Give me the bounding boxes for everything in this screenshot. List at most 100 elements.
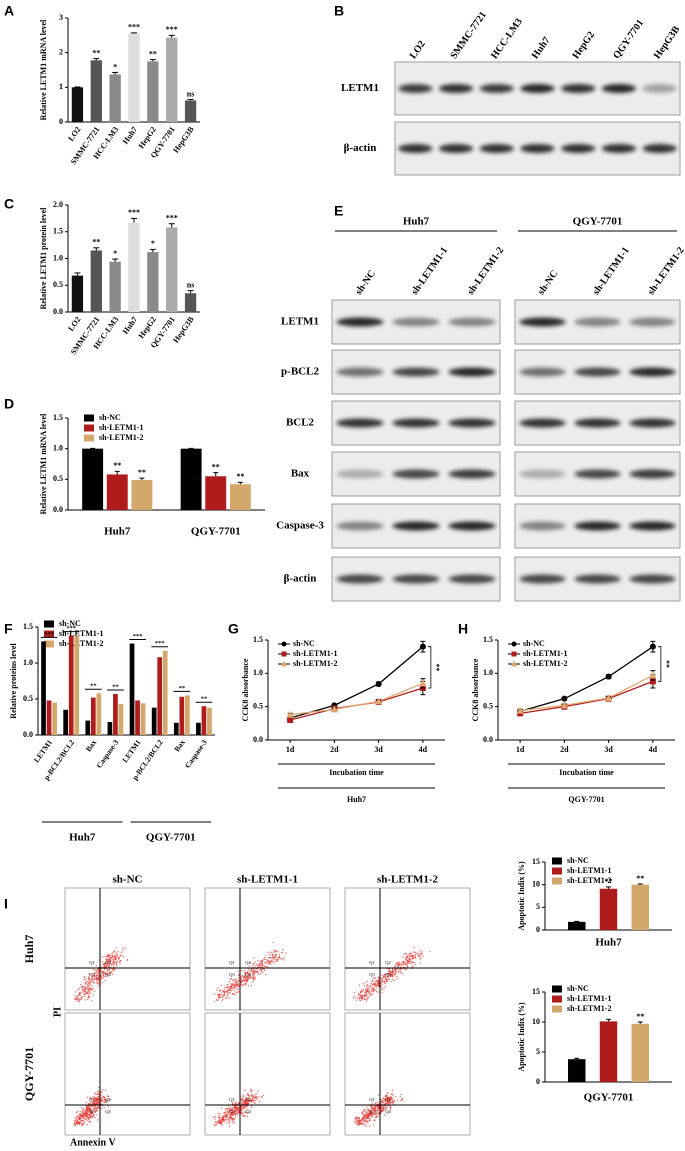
y-tick-label: 1.5 (53, 227, 63, 236)
flow-event (384, 982, 386, 985)
flow-event (74, 995, 77, 997)
legend-swatch (44, 620, 54, 628)
flow-event (392, 1102, 394, 1104)
blot-band (629, 469, 676, 479)
flow-event (368, 1119, 370, 1122)
flow-event (253, 1096, 255, 1098)
flow-event (372, 990, 375, 993)
flow-event (401, 1098, 403, 1101)
flow-event (247, 968, 249, 970)
bar (568, 1059, 586, 1082)
flow-event (397, 964, 400, 967)
flow-event (370, 983, 372, 985)
flow-event (83, 1114, 86, 1116)
flow-event (101, 1100, 103, 1103)
flow-event (375, 977, 377, 979)
flow-event (367, 1115, 370, 1118)
bar (128, 222, 140, 312)
bar (82, 448, 104, 510)
flow-event (95, 980, 98, 982)
flow-event (375, 1107, 377, 1109)
flow-event (231, 1101, 234, 1104)
blot-band (392, 418, 440, 428)
flow-event (257, 1090, 259, 1092)
flow-event (86, 984, 89, 986)
cell-line-label: Huh7 (347, 795, 366, 804)
flow-event (217, 1122, 219, 1124)
flow-event (383, 982, 385, 984)
flow-event (227, 989, 229, 991)
flow-event (82, 1119, 84, 1122)
flow-event (102, 963, 104, 965)
bar (90, 697, 96, 735)
flow-event (375, 1112, 377, 1115)
bar (157, 657, 163, 735)
flow-event (253, 957, 255, 959)
flow-event (388, 978, 391, 980)
flow-event (407, 962, 409, 964)
legend-swatch (44, 640, 54, 648)
flow-event (93, 1099, 95, 1101)
marker (516, 706, 524, 714)
flow-event (247, 1105, 249, 1107)
flow-event (358, 1117, 360, 1119)
flow-event (92, 968, 95, 971)
flow-event (271, 960, 274, 963)
flow-event (372, 983, 375, 986)
flow-event (246, 979, 248, 982)
flow-event (95, 1098, 97, 1100)
flow-event (396, 961, 399, 964)
flow-event (400, 1100, 402, 1102)
marker (511, 641, 517, 647)
flow-event (96, 979, 99, 981)
y-tick-label: 10 (532, 1017, 540, 1026)
significance: *** (44, 631, 54, 638)
flow-event (248, 1097, 250, 1100)
flow-event (370, 1108, 373, 1110)
flow-event (247, 1108, 249, 1111)
flow-event (265, 958, 267, 961)
flow-event (267, 951, 269, 954)
flow-event (420, 952, 422, 954)
x-axis-label: Incubation time (329, 768, 384, 777)
bar (113, 693, 118, 735)
legend-swatch (552, 1005, 562, 1013)
flow-event (84, 999, 86, 1001)
flow-event (270, 963, 272, 965)
flow-event (231, 987, 233, 990)
legend-swatch (552, 857, 562, 865)
flow-event (227, 986, 230, 989)
flow-event (393, 972, 396, 975)
significance: ** (92, 238, 100, 247)
flow-event (108, 965, 111, 967)
flow-event (364, 1124, 366, 1126)
blot-band (629, 521, 676, 531)
flow-event (107, 955, 109, 958)
flow-event (76, 1110, 79, 1113)
flow-event (232, 1110, 234, 1112)
blot-band (438, 84, 474, 93)
flow-event (117, 951, 119, 953)
y-tick-label: 0.5 (23, 694, 33, 703)
flow-event (396, 978, 398, 980)
flow-event (85, 989, 87, 991)
flow-event (398, 970, 400, 972)
flow-event (232, 1120, 234, 1123)
flow-event (115, 961, 117, 963)
flow-event (377, 1109, 379, 1111)
blot-band (574, 317, 621, 327)
blot-band (519, 418, 566, 428)
flow-event (364, 995, 366, 998)
flow-event (277, 951, 279, 953)
flow-event (414, 954, 416, 956)
flow-event (217, 994, 219, 997)
significance: * (113, 249, 117, 258)
flow-event (275, 953, 277, 955)
x-tick-label: 2d (330, 745, 339, 754)
flow-event (421, 951, 423, 953)
x-tick-label: 3d (604, 745, 613, 754)
flow-event (77, 1122, 79, 1125)
marker (419, 643, 426, 650)
flow-event (213, 1124, 215, 1127)
flow-event (389, 1102, 392, 1104)
